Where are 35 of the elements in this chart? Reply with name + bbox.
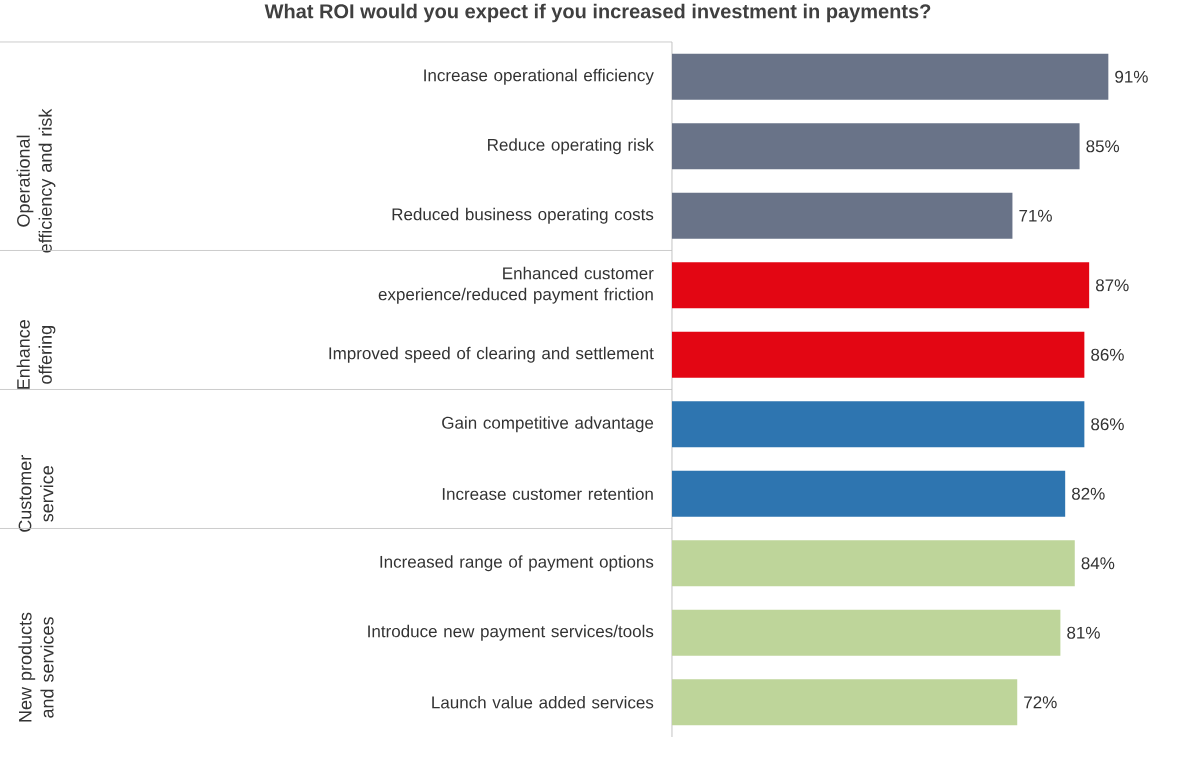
text: Enhance offering	[16, 320, 56, 389]
data-label: 86%	[1091, 348, 1124, 361]
bar	[671, 53, 1109, 100]
bar	[671, 262, 1090, 309]
text: New products and services	[18, 612, 54, 722]
data-label: 72%	[1024, 696, 1057, 709]
y-tick-label: Gain competitive advantage	[442, 416, 654, 433]
data-label: 71%	[1019, 209, 1052, 222]
bar	[671, 401, 1085, 448]
y-tick-label: Increased range of payment options	[380, 555, 654, 572]
bar	[671, 192, 1013, 239]
y-tick-label: Enhanced customer experience/reduced payment friction	[378, 266, 654, 304]
data-label: 85%	[1086, 140, 1120, 153]
text: Operational efficiency and risk	[16, 108, 56, 253]
bar	[671, 540, 1075, 587]
data-label: 82%	[1072, 487, 1105, 500]
data-label: 87%	[1095, 279, 1129, 292]
y-tick-label: Increase customer retention	[442, 487, 653, 500]
bar	[671, 609, 1061, 656]
chart-title: What ROI would you expect if you increased investment in payments?	[264, 3, 931, 23]
bar	[671, 331, 1085, 378]
data-label: 81%	[1067, 626, 1100, 639]
bar	[671, 123, 1080, 170]
bar	[671, 470, 1066, 517]
y-tick-label: Reduce operating risk	[488, 138, 654, 155]
y-tick-label: Improved speed of clearing and settlement	[329, 346, 654, 363]
text: Customer service	[18, 455, 54, 532]
data-label: 91%	[1115, 70, 1148, 83]
y-tick-label: Reduced business operating costs	[392, 207, 654, 224]
y-tick-label: Introduce new payment services/tools	[368, 624, 654, 641]
data-label: 84%	[1081, 557, 1115, 570]
y-tick-label: Launch value added services	[432, 695, 654, 709]
y-tick-label: Increase operational efficiency	[424, 68, 654, 85]
bar	[671, 679, 1018, 726]
data-label: 86%	[1091, 418, 1124, 431]
